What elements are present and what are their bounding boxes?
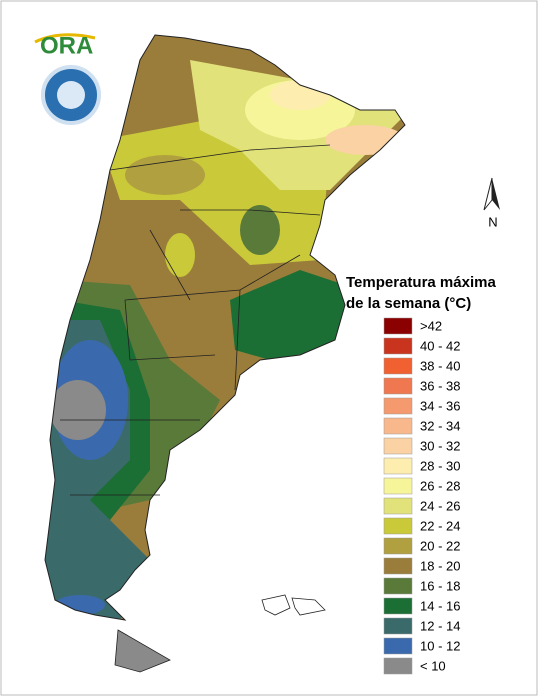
islands: [261, 594, 326, 616]
compass-label: N: [488, 214, 497, 229]
legend-label: 26 - 28: [420, 478, 460, 493]
legend-swatch: [383, 497, 413, 515]
legend-label: 36 - 38: [420, 378, 460, 393]
legend-label: 18 - 20: [420, 558, 460, 573]
legend: Temperatura máxima de la semana (°C) >42 40…: [346, 274, 496, 675]
legend-swatch: [383, 317, 413, 335]
legend-swatch: [383, 477, 413, 495]
legend-label: 34 - 36: [420, 398, 460, 413]
legend-label: >42: [420, 318, 442, 333]
province-borders: [60, 144, 331, 496]
legend-swatch: [383, 397, 413, 415]
legend-label: 22 - 24: [420, 518, 460, 533]
legend-label: 30 - 32: [420, 438, 460, 453]
logo-text: ORA: [40, 32, 93, 59]
temperature-zone: [50, 380, 106, 440]
legend-swatch: [383, 357, 413, 375]
legend-label: 14 - 16: [420, 598, 460, 613]
legend-swatch: [383, 577, 413, 595]
legend-label: 24 - 26: [420, 498, 460, 513]
legend-label: 40 - 42: [420, 338, 460, 353]
legend-swatch: [383, 457, 413, 475]
legend-label: < 10: [420, 658, 446, 673]
temperature-zone: [125, 155, 205, 195]
legend-swatch: [383, 617, 413, 635]
legend-title: de la semana (°C): [346, 295, 471, 312]
legend-label: 16 - 18: [420, 578, 460, 593]
legend-label: 10 - 12: [420, 638, 460, 653]
legend-swatch: [383, 437, 413, 455]
legend-label: 32 - 34: [420, 418, 460, 433]
emblem-inner: [57, 81, 85, 109]
legend-swatch: [383, 417, 413, 435]
logo: ORA: [34, 32, 101, 125]
legend-title: Temperatura máxima: [346, 274, 496, 291]
legend-swatch: [383, 377, 413, 395]
legend-swatch: [383, 657, 413, 675]
compass-arrow: [492, 178, 500, 210]
legend-swatch: [383, 337, 413, 355]
compass: N: [483, 177, 500, 229]
tierra-del-fuego: [114, 629, 171, 673]
legend-label: 38 - 40: [420, 358, 460, 373]
legend-swatch: [383, 637, 413, 655]
legend-label: 28 - 30: [420, 458, 460, 473]
temperature-zone: [165, 233, 195, 277]
temperature-zone: [230, 270, 360, 360]
temperature-zone: [240, 205, 280, 255]
legend-swatch: [383, 517, 413, 535]
legend-swatch: [383, 537, 413, 555]
legend-swatch: [383, 557, 413, 575]
legend-label: 12 - 14: [420, 618, 460, 633]
legend-label: 20 - 22: [420, 538, 460, 553]
legend-swatch: [383, 597, 413, 615]
logo-arc: [34, 33, 96, 44]
country-outline: [44, 34, 406, 621]
